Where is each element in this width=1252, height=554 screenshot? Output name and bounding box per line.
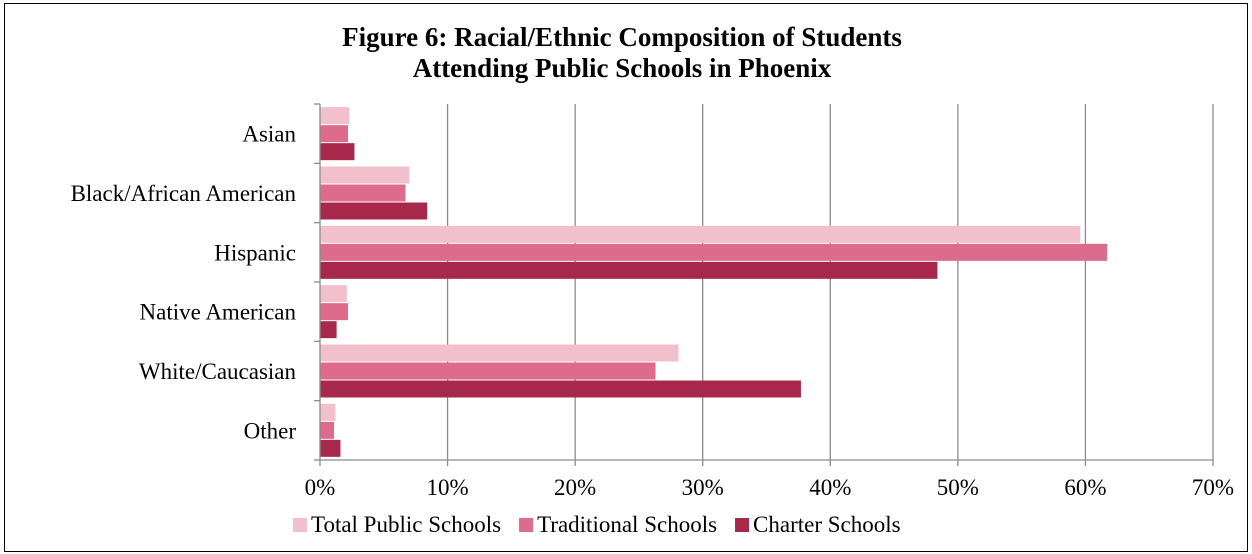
bar bbox=[320, 261, 938, 279]
x-tick-label: 10% bbox=[426, 475, 468, 500]
x-tick-label: 0% bbox=[305, 475, 336, 500]
legend-label: Charter Schools bbox=[753, 512, 901, 537]
bar bbox=[320, 243, 1108, 261]
bar bbox=[320, 362, 656, 380]
chart-title-line-2: Attending Public Schools in Phoenix bbox=[412, 53, 832, 83]
bar bbox=[320, 403, 336, 421]
legend-swatch bbox=[735, 518, 750, 532]
bar bbox=[320, 125, 349, 143]
axes bbox=[314, 103, 1214, 466]
bar bbox=[320, 202, 428, 220]
category-label: White/Caucasian bbox=[139, 359, 297, 384]
bars bbox=[320, 107, 1108, 457]
bar bbox=[320, 380, 801, 398]
x-tick-label: 20% bbox=[554, 475, 596, 500]
bar bbox=[320, 107, 350, 125]
chart-title-line-1: Figure 6: Racial/Ethnic Composition of S… bbox=[342, 22, 902, 52]
legend-label: Traditional Schools bbox=[537, 512, 717, 537]
legend: Total Public Schools Traditional Schools C… bbox=[293, 512, 901, 537]
x-tick-label: 50% bbox=[937, 475, 979, 500]
category-label: Asian bbox=[242, 122, 296, 147]
legend-swatch bbox=[519, 518, 534, 532]
bar bbox=[320, 321, 337, 339]
bar bbox=[320, 421, 335, 439]
bar bbox=[320, 303, 349, 321]
bar bbox=[320, 166, 410, 184]
bar bbox=[320, 285, 347, 303]
legend-label: Total Public Schools bbox=[311, 512, 501, 537]
category-label: Native American bbox=[140, 300, 297, 325]
category-label: Other bbox=[244, 418, 297, 443]
labels: 0% 10% 20% 30% 40% 50% 60% 70% Asian Black/Africa… bbox=[71, 122, 1235, 500]
bar bbox=[320, 344, 679, 362]
x-tick-label: 70% bbox=[1192, 475, 1234, 500]
x-tick-label: 30% bbox=[682, 475, 724, 500]
bar bbox=[320, 143, 355, 161]
legend-swatch bbox=[293, 518, 307, 532]
bar bbox=[320, 439, 341, 457]
bar bbox=[320, 184, 406, 202]
category-label: Black/African American bbox=[71, 181, 297, 206]
gridlines bbox=[446, 104, 1214, 460]
x-tick-label: 60% bbox=[1064, 475, 1106, 500]
chart-title: Figure 6: Racial/Ethnic Composition of S… bbox=[0, 22, 1244, 84]
x-tick-label: 40% bbox=[809, 475, 851, 500]
bar bbox=[320, 225, 1081, 243]
category-label: Hispanic bbox=[214, 240, 296, 265]
